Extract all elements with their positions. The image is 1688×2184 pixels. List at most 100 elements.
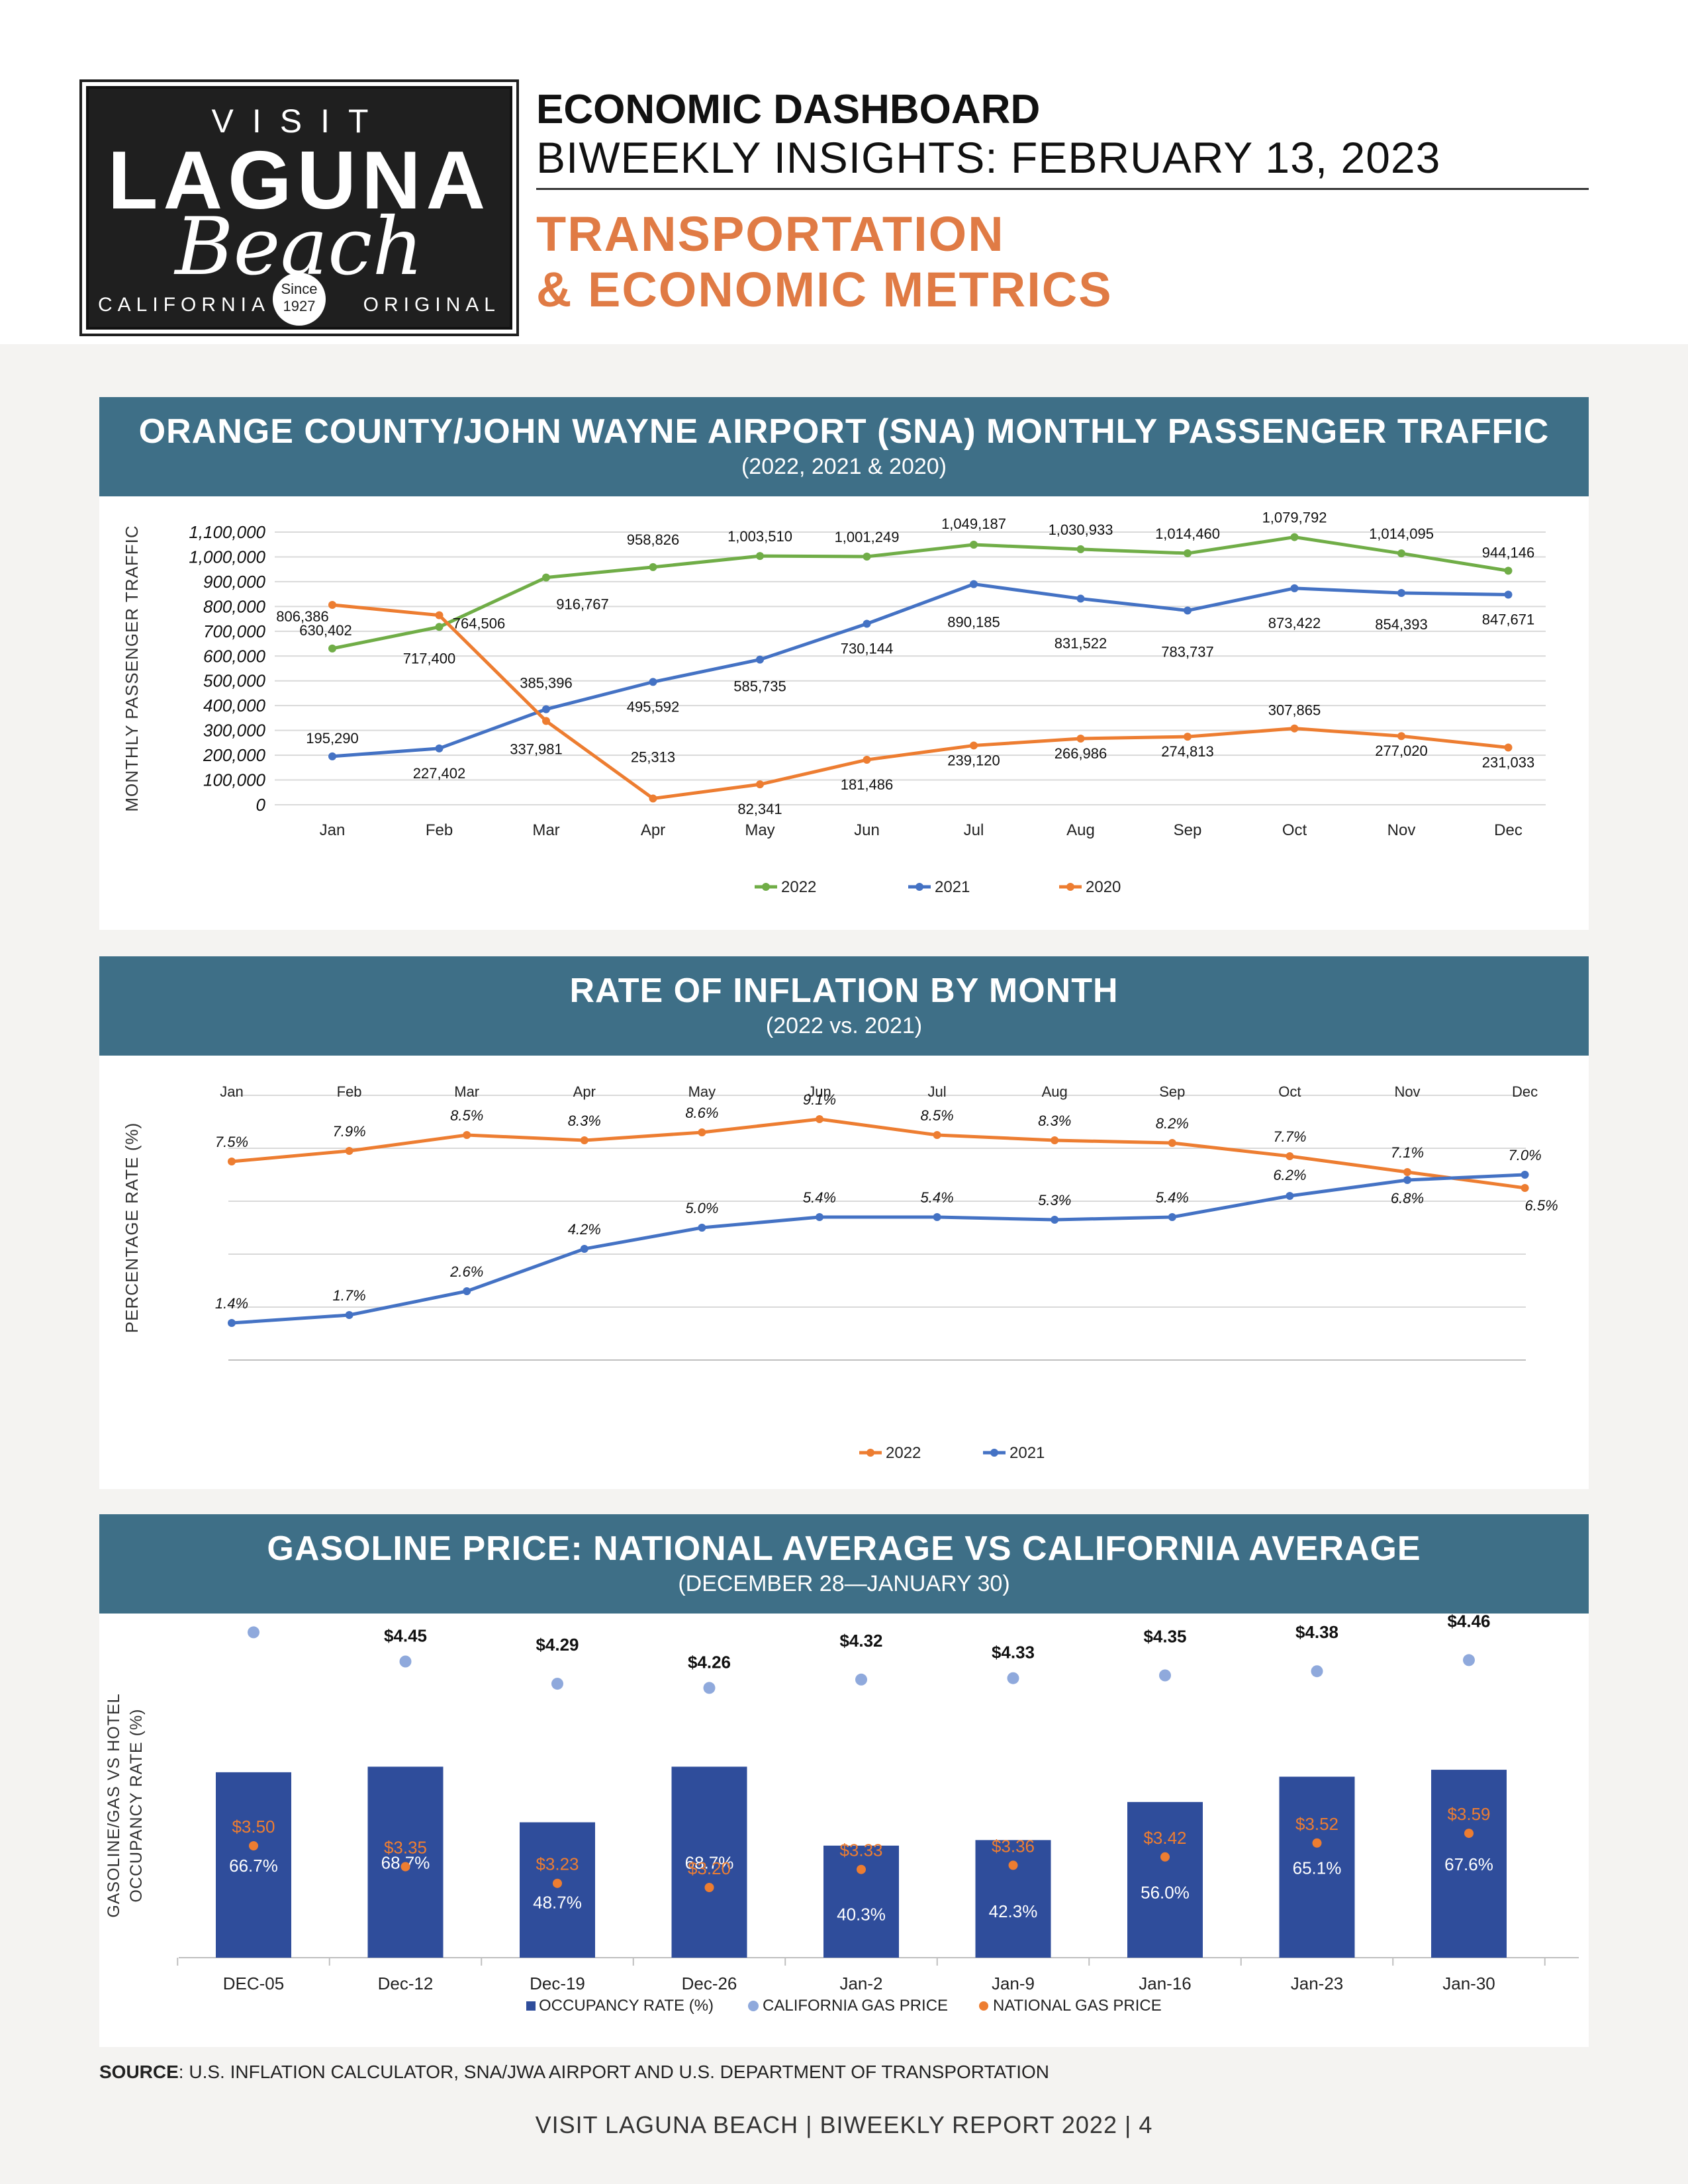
series-2022-data-label: 717,400: [403, 650, 456, 666]
series-2022-data-label: 6.5%: [1525, 1197, 1558, 1214]
y-tick-label: 1,100,000: [189, 522, 265, 542]
california-gas-label: $4.32: [839, 1631, 882, 1651]
california-gas-label: $4.26: [688, 1652, 731, 1672]
series-2021-data-label: 6.8%: [1391, 1190, 1424, 1206]
series-2022-point: [1076, 545, 1085, 553]
series-2022-data-label: 7.5%: [215, 1134, 248, 1150]
x-tick-label: Jun: [808, 1083, 831, 1100]
gasoline-subtitle: (DECEMBER 28—JANUARY 30): [678, 1571, 1010, 1596]
series-2022-data-label: 916,767: [556, 596, 609, 613]
series-2022-data-label: 630,402: [299, 622, 352, 639]
x-tick-label: Dec-19: [530, 1974, 585, 1993]
passenger-traffic-title: ORANGE COUNTY/JOHN WAYNE AIRPORT (SNA) M…: [138, 412, 1550, 451]
legend-marker-2022: [867, 1449, 874, 1457]
series-2021-data-label: 831,522: [1055, 635, 1107, 652]
series-2021-point: [1521, 1171, 1529, 1179]
series-2022-data-label: 8.3%: [1038, 1113, 1071, 1129]
legend-label-2022: 2022: [886, 1444, 921, 1462]
series-2021-point: [1286, 1192, 1294, 1200]
legend-label-occupancy: OCCUPANCY RATE (%): [539, 1997, 714, 2015]
series-2022-point: [970, 541, 978, 549]
california-gas-label: $4.33: [992, 1643, 1035, 1662]
occupancy-bar: [975, 1840, 1051, 1958]
series-2021-point: [1051, 1216, 1059, 1224]
national-gas-dot: [1160, 1852, 1170, 1862]
x-tick-label: Sep: [1174, 821, 1202, 839]
occupancy-data-label: 42.3%: [989, 1901, 1038, 1921]
x-tick-label: Jul: [928, 1083, 947, 1100]
gasoline-chart: GASOLINE/GAS VS HOTEL OCCUPANCY RATE (%) 6…: [105, 1614, 1579, 2015]
series-2022-data-label: 1,001,249: [835, 529, 900, 545]
series-2020-point: [542, 717, 550, 725]
dashboard-subtitle: BIWEEKLY INSIGHTS: FEBRUARY 13, 2023: [536, 133, 1441, 182]
logo-since-badge: Since 1927: [273, 273, 326, 326]
series-2021-point: [1397, 588, 1405, 597]
series-2020-data-label: 82,341: [737, 801, 782, 817]
occupancy-bar: [520, 1822, 595, 1958]
series-2020-point: [756, 780, 764, 789]
series-2022-point: [345, 1147, 353, 1155]
legend-marker-national: [979, 2001, 988, 2011]
series-2021-point: [863, 619, 871, 628]
series-2021-point: [328, 752, 336, 760]
source-text: : U.S. INFLATION CALCULATOR, SNA/JWA AIR…: [178, 2062, 1049, 2082]
series-2021-data-label: 5.3%: [1038, 1192, 1071, 1208]
series-2022-point: [463, 1131, 471, 1139]
series-2020-data-label: 231,033: [1482, 754, 1535, 770]
x-tick-label: Feb: [426, 821, 453, 839]
occupancy-bar: [1279, 1776, 1355, 1958]
series-2021-data-label: 6.2%: [1273, 1167, 1306, 1183]
occupancy-bar: [1127, 1801, 1203, 1958]
legend-label-national: NATIONAL GAS PRICE: [993, 1997, 1162, 2015]
x-tick-label: Jun: [854, 821, 880, 839]
y-tick-label: 200,000: [203, 745, 266, 765]
y-tick-label: 700,000: [203, 621, 266, 641]
section-title-line1: TRANSPORTATION: [536, 206, 1005, 261]
series-2022-point: [542, 573, 550, 582]
national-gas-dot: [400, 1862, 410, 1872]
california-gas-dot: [1007, 1672, 1019, 1684]
series-2022-point: [1184, 549, 1192, 558]
series-2022-data-label: 1,003,510: [727, 528, 792, 545]
national-gas-label: $3.20: [688, 1858, 731, 1878]
series-2022-point: [933, 1131, 941, 1139]
series-2021-point: [698, 1224, 706, 1232]
california-gas-dot: [551, 1678, 563, 1690]
x-tick-label: Jan: [320, 821, 346, 839]
occupancy-bar: [216, 1772, 291, 1958]
x-tick-label: Feb: [337, 1083, 362, 1100]
x-tick-label: Jan-2: [839, 1974, 882, 1993]
passenger-traffic-subtitle: (2022, 2021 & 2020): [741, 454, 947, 479]
series-2022-data-label: 1,049,187: [941, 516, 1006, 532]
inflation-chart: PERCENTAGE RATE (%) Jan Feb Mar Apr May Jun Jul…: [122, 1083, 1558, 1462]
national-gas-dot: [1464, 1829, 1474, 1839]
series-2022-point: [435, 623, 444, 631]
series-2021-point: [933, 1213, 941, 1221]
series-2020-point: [863, 756, 871, 764]
series-2021-point: [463, 1287, 471, 1295]
series-2022-data-label: 8.2%: [1156, 1115, 1189, 1132]
series-2020-data-label: 806,386: [276, 608, 329, 625]
national-gas-dot: [249, 1841, 258, 1850]
series-2021-data-label: 385,396: [520, 675, 573, 692]
series-2022-data-label: 958,826: [627, 531, 680, 548]
series-2021-point: [542, 705, 550, 713]
national-gas-label: $3.33: [839, 1841, 882, 1860]
series-2021-data-label: 585,735: [733, 678, 786, 695]
y-axis-title-line2: OCCUPANCY RATE (%): [127, 1708, 146, 1902]
section-title-line2: & ECONOMIC METRICS: [536, 262, 1113, 317]
x-tick-label: DEC-05: [223, 1974, 284, 1993]
gasoline-panel: GASOLINE PRICE: NATIONAL AVERAGE VS CALI…: [99, 1514, 1589, 2047]
national-gas-dot: [857, 1864, 866, 1874]
series-2021-point: [435, 744, 444, 752]
series-2022-point: [1521, 1184, 1529, 1192]
national-gas-dot: [1008, 1860, 1018, 1870]
california-gas-label: $4.29: [536, 1635, 579, 1655]
y-tick-label: 1,000,000: [189, 547, 265, 567]
series-2020-point: [328, 600, 336, 609]
legend-label-2020: 2020: [1086, 878, 1121, 896]
x-tick-label: Dec-12: [378, 1974, 434, 1993]
series-2020-data-label: 764,506: [453, 615, 506, 632]
logo-visit: VISIT: [211, 103, 387, 140]
y-axis-title: GASOLINE/GAS VS HOTEL: [105, 1693, 123, 1917]
